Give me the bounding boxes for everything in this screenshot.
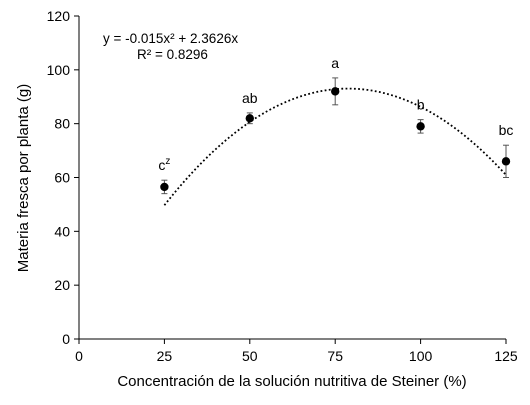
data-point (245, 114, 254, 123)
letter-label: a (331, 55, 339, 71)
y-tick-label: 80 (54, 116, 70, 132)
letter-text: ab (242, 90, 258, 106)
trendline (163, 87, 507, 206)
letter-text: a (331, 55, 339, 71)
letter-label: b (417, 97, 425, 113)
trendline-equation: y = -0.015x² + 2.3626x (103, 31, 238, 46)
x-tick-label: 100 (409, 348, 433, 364)
trendline-r-squared: R² = 0.8296 (137, 47, 208, 62)
y-tick-label: 120 (47, 8, 71, 24)
data-points (160, 77, 511, 195)
x-tick-label: 25 (157, 348, 173, 364)
y-tick-label: 20 (54, 277, 70, 293)
letter-text: c (158, 157, 165, 173)
data-point (416, 122, 425, 131)
letter-label: cz (158, 156, 170, 173)
letter-label: ab (242, 90, 258, 106)
y-tick-label: 0 (62, 331, 70, 347)
x-axis-title: Concentración de la solución nutritiva d… (117, 373, 466, 390)
y-tick-label: 40 (54, 223, 70, 239)
y-axis-title: Materia fresca por planta (g) (15, 84, 32, 272)
y-tick-label: 60 (54, 170, 70, 186)
x-tick-label: 0 (75, 348, 83, 364)
x-tick-label: 125 (494, 348, 518, 364)
data-point (501, 157, 511, 166)
y-tick-label: 100 (47, 62, 71, 78)
letter-text: b (417, 97, 425, 113)
x-tick-label: 50 (242, 348, 258, 364)
trendline-curve (163, 87, 507, 206)
x-tick-label: 75 (327, 348, 343, 364)
data-point (160, 182, 169, 192)
letter-text: bc (499, 122, 514, 138)
data-point (331, 87, 340, 96)
axes: 0 20 40 60 80 100 120 0 25 50 75 100 125 (47, 8, 518, 364)
letter-label: bc (499, 122, 514, 138)
footnote-marker: z (165, 156, 170, 167)
